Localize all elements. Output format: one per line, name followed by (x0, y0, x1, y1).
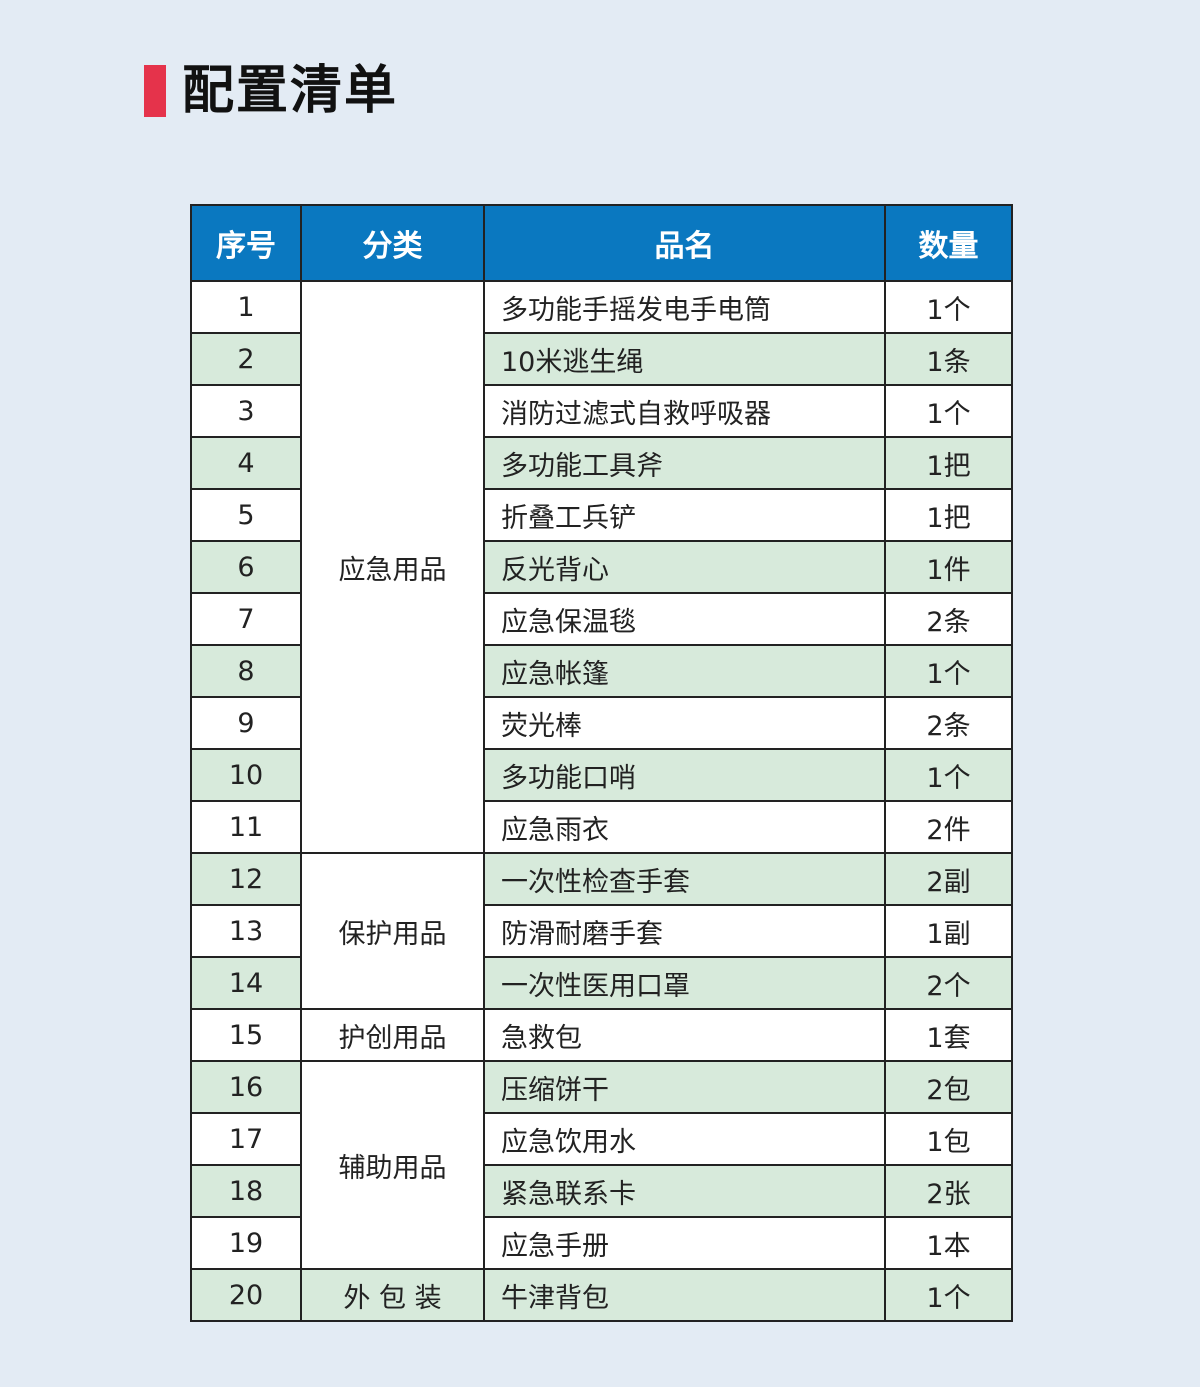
row-number: 17 (190, 1112, 302, 1166)
row-number: 6 (190, 540, 302, 594)
item-quantity: 2副 (884, 852, 1013, 906)
item-name: 压缩饼干 (483, 1060, 886, 1114)
row-number: 9 (190, 696, 302, 750)
item-name: 10米逃生绳 (483, 332, 886, 386)
table-row: 9 荧光棒 2条 (190, 696, 1013, 750)
item-quantity: 1套 (884, 1008, 1013, 1062)
item-name: 消防过滤式自救呼吸器 (483, 384, 886, 438)
table-row: 19 应急手册 1本 (190, 1216, 1013, 1270)
item-name: 防滑耐磨手套 (483, 904, 886, 958)
table-row: 14 一次性医用口罩 2个 (190, 956, 1013, 1010)
table-row: 2 10米逃生绳 1条 (190, 332, 1013, 386)
item-name: 应急保温毯 (483, 592, 886, 646)
table-row: 12 保护用品 一次性检查手套 2副 (190, 852, 1013, 1010)
item-name: 应急帐篷 (483, 644, 886, 698)
table-row: 8 应急帐篷 1个 (190, 644, 1013, 698)
row-number: 16 (190, 1060, 302, 1114)
row-number: 15 (190, 1008, 302, 1062)
category-cell: 辅助用品 (300, 1060, 485, 1270)
row-number: 11 (190, 800, 302, 854)
table-row: 6 反光背心 1件 (190, 540, 1013, 594)
item-quantity: 1本 (884, 1216, 1013, 1270)
table-row: 3 消防过滤式自救呼吸器 1个 (190, 384, 1013, 438)
item-quantity: 1个 (884, 748, 1013, 802)
table-row: 4 多功能工具斧 1把 (190, 436, 1013, 490)
row-number: 18 (190, 1164, 302, 1218)
item-quantity: 1副 (884, 904, 1013, 958)
page-title: 配置清单 (182, 61, 399, 121)
row-number: 14 (190, 956, 302, 1010)
item-quantity: 1把 (884, 488, 1013, 542)
item-quantity: 1件 (884, 540, 1013, 594)
item-name: 紧急联系卡 (483, 1164, 886, 1218)
item-name: 一次性医用口罩 (483, 956, 886, 1010)
table-row: 1 应急用品 多功能手摇发电手电筒 1个 (190, 280, 1013, 854)
item-quantity: 2条 (884, 592, 1013, 646)
category-cell: 保护用品 (300, 852, 485, 1010)
row-number: 4 (190, 436, 302, 490)
row-number: 3 (190, 384, 302, 438)
item-name: 一次性检查手套 (483, 852, 886, 906)
table-header: 序号 分类 品名 数量 (190, 204, 1013, 282)
row-number: 19 (190, 1216, 302, 1270)
item-quantity: 1个 (884, 1268, 1013, 1322)
item-quantity: 1条 (884, 332, 1013, 386)
title-accent-bar (144, 65, 166, 117)
item-name: 应急手册 (483, 1216, 886, 1270)
item-quantity: 1个 (884, 644, 1013, 698)
header-category: 分类 (300, 204, 485, 282)
item-name: 多功能口哨 (483, 748, 886, 802)
category-cell: 护创用品 (300, 1008, 485, 1062)
header-no: 序号 (190, 204, 302, 282)
item-quantity: 2条 (884, 696, 1013, 750)
row-number: 10 (190, 748, 302, 802)
item-name: 应急雨衣 (483, 800, 886, 854)
row-number: 20 (190, 1268, 302, 1322)
item-quantity: 1个 (884, 280, 1013, 334)
config-table: 序号 分类 品名 数量 1 应急用品 多功能手摇发电手电筒 1个 2 10米逃生绳 1条 3 消… (190, 204, 1013, 1322)
item-quantity: 2件 (884, 800, 1013, 854)
row-number: 2 (190, 332, 302, 386)
item-name: 急救包 (483, 1008, 886, 1062)
category-cell: 应急用品 (300, 280, 485, 854)
item-name: 多功能工具斧 (483, 436, 886, 490)
table-row: 7 应急保温毯 2条 (190, 592, 1013, 646)
table-row: 15 护创用品 急救包 1套 (190, 1008, 1013, 1062)
item-name: 牛津背包 (483, 1268, 886, 1322)
item-quantity: 2张 (884, 1164, 1013, 1218)
item-name: 多功能手摇发电手电筒 (483, 280, 886, 334)
category-cell: 外 包 装 (300, 1268, 485, 1322)
item-name: 应急饮用水 (483, 1112, 886, 1166)
row-number: 13 (190, 904, 302, 958)
item-quantity: 1包 (884, 1112, 1013, 1166)
item-quantity: 2个 (884, 956, 1013, 1010)
row-number: 12 (190, 852, 302, 906)
table-row: 11 应急雨衣 2件 (190, 800, 1013, 854)
header-name: 品名 (483, 204, 886, 282)
table-row: 20 外 包 装牛津背包 1个 (190, 1268, 1013, 1322)
item-name: 折叠工兵铲 (483, 488, 886, 542)
header-qty: 数量 (884, 204, 1013, 282)
item-name: 反光背心 (483, 540, 886, 594)
table-row: 18 紧急联系卡 2张 (190, 1164, 1013, 1218)
table-row: 16 辅助用品 压缩饼干 2包 (190, 1060, 1013, 1270)
item-name: 荧光棒 (483, 696, 886, 750)
table-row: 5 折叠工兵铲 1把 (190, 488, 1013, 542)
row-number: 1 (190, 280, 302, 334)
table-row: 13 防滑耐磨手套 1副 (190, 904, 1013, 958)
table-row: 10 多功能口哨 1个 (190, 748, 1013, 802)
row-number: 7 (190, 592, 302, 646)
row-number: 5 (190, 488, 302, 542)
item-quantity: 1个 (884, 384, 1013, 438)
row-number: 8 (190, 644, 302, 698)
item-quantity: 1把 (884, 436, 1013, 490)
table-row: 17 应急饮用水 1包 (190, 1112, 1013, 1166)
item-quantity: 2包 (884, 1060, 1013, 1114)
